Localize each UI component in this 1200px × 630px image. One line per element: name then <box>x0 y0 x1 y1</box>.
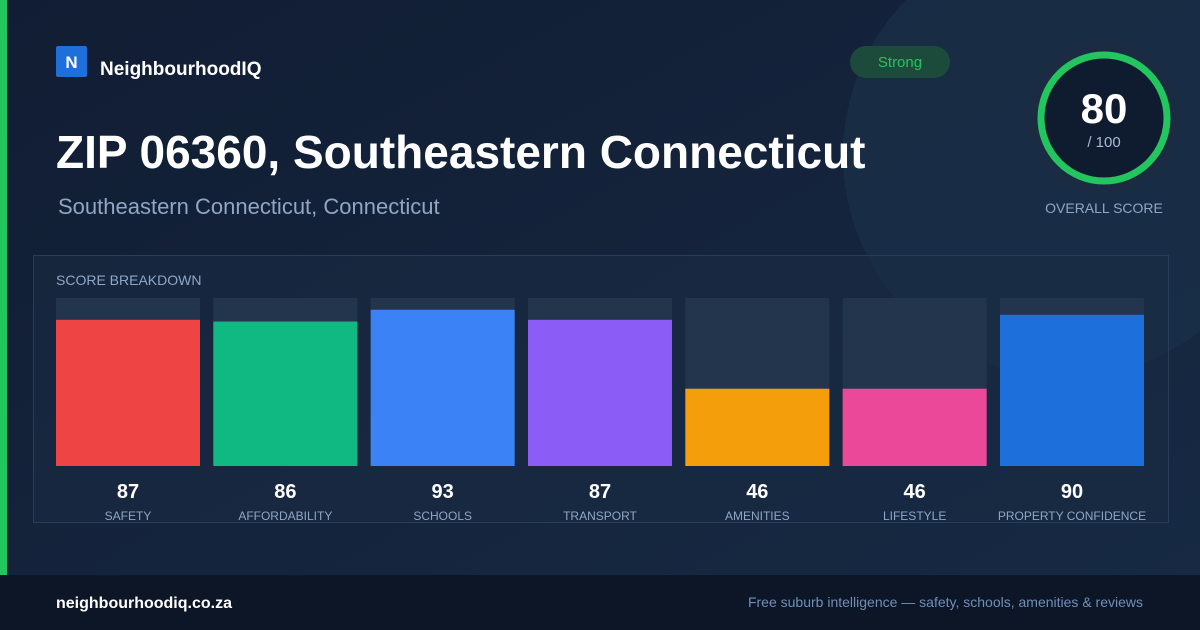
value-label: 93 <box>432 481 454 503</box>
category-label: TRANSPORT <box>563 509 637 523</box>
bar <box>213 321 358 466</box>
bar <box>842 388 987 466</box>
bar <box>999 314 1144 466</box>
category-label: SAFETY <box>105 509 152 523</box>
footer-tagline: Free suburb intelligence — safety, schoo… <box>748 594 1143 610</box>
value-label: 87 <box>589 481 611 503</box>
category-label: LIFESTYLE <box>883 509 946 523</box>
value-label: 90 <box>1061 481 1083 503</box>
score-label: OVERALL SCORE <box>1045 200 1163 216</box>
score-value: 80 <box>1081 85 1128 132</box>
value-label: 46 <box>904 481 926 503</box>
bar <box>370 309 515 466</box>
value-label: 86 <box>274 481 296 503</box>
accent-strip <box>0 0 7 575</box>
title: ZIP 06360, Southeastern Connecticut <box>56 126 866 178</box>
subtitle: Southeastern Connecticut, Connecticut <box>58 194 440 219</box>
score-ring <box>1037 51 1171 185</box>
footer-url: neighbourhoodiq.co.za <box>56 595 232 612</box>
bar <box>685 388 830 466</box>
footer <box>0 575 1200 630</box>
logo-letter: N <box>65 53 77 72</box>
value-label: 87 <box>117 481 139 503</box>
category-label: SCHOOLS <box>413 509 472 523</box>
bar <box>56 319 200 466</box>
bar-chart: 87 SAFETY 86 AFFORDABILITY 93 SCHOOLS 87 TRANSP… <box>56 298 1146 523</box>
chart-title: SCORE BREAKDOWN <box>56 272 201 288</box>
category-label: AMENITIES <box>725 509 790 523</box>
category-label: PROPERTY CONFIDENCE <box>998 509 1146 523</box>
bar <box>527 319 672 466</box>
score-max: / 100 <box>1087 134 1120 151</box>
category-label: AFFORDABILITY <box>238 509 332 523</box>
badge-text: Strong <box>878 54 922 71</box>
value-label: 46 <box>746 481 768 503</box>
logo <box>56 46 87 77</box>
brand-name: NeighbourhoodIQ <box>100 59 261 80</box>
badge <box>850 46 950 78</box>
